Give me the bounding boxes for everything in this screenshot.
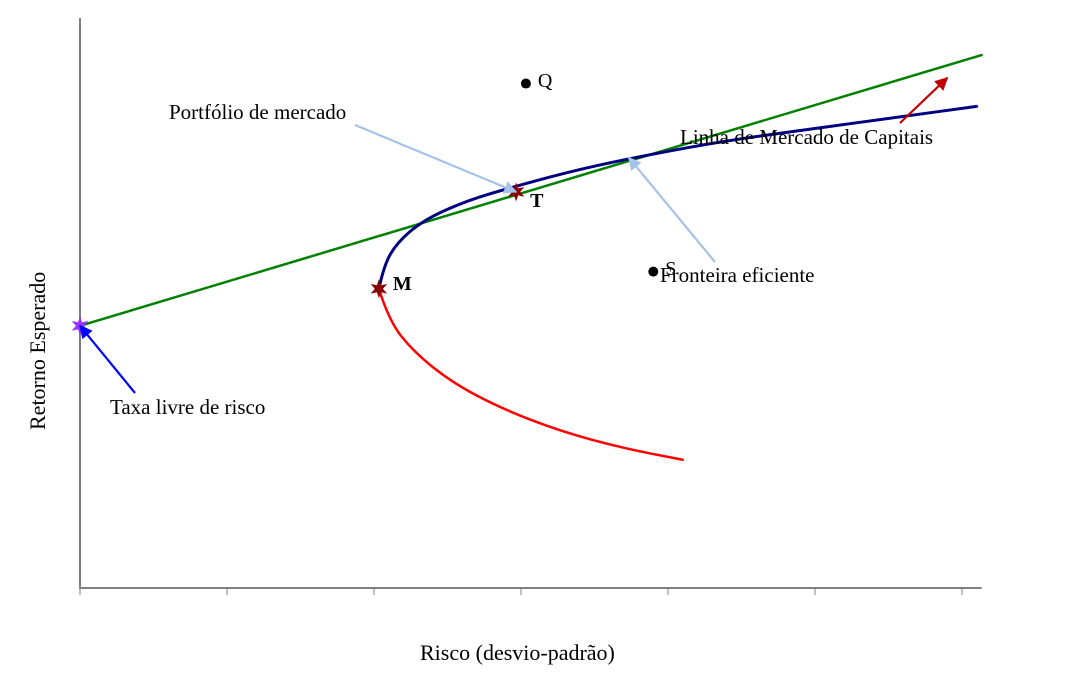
point-label-s: S	[665, 258, 676, 281]
annotation-portfolio: Portfólio de mercado	[169, 100, 346, 125]
frontier-lower	[379, 289, 683, 460]
y-axis-label: Retorno Esperado	[25, 272, 51, 430]
plot-svg	[0, 0, 1074, 681]
point-label-m: M	[393, 273, 412, 296]
annotation-arrow	[355, 125, 516, 192]
annotation-arrow	[900, 78, 947, 123]
point-label-t: T	[530, 190, 543, 213]
annotation-rf: Taxa livre de risco	[110, 395, 265, 420]
point-q	[521, 79, 531, 89]
capm-chart: Retorno Esperado Risco (desvio-padrão) P…	[0, 0, 1074, 681]
point-label-q: Q	[538, 70, 552, 93]
annotation-arrow	[80, 326, 135, 393]
annotation-frontier: Fronteira eficiente	[660, 263, 815, 288]
annotation-arrow	[629, 158, 715, 262]
point-s	[648, 267, 658, 277]
marker-m	[372, 281, 386, 297]
x-axis-label: Risco (desvio-padrão)	[420, 640, 615, 666]
annotation-cml: Linha de Mercado de Capitais	[680, 125, 933, 150]
